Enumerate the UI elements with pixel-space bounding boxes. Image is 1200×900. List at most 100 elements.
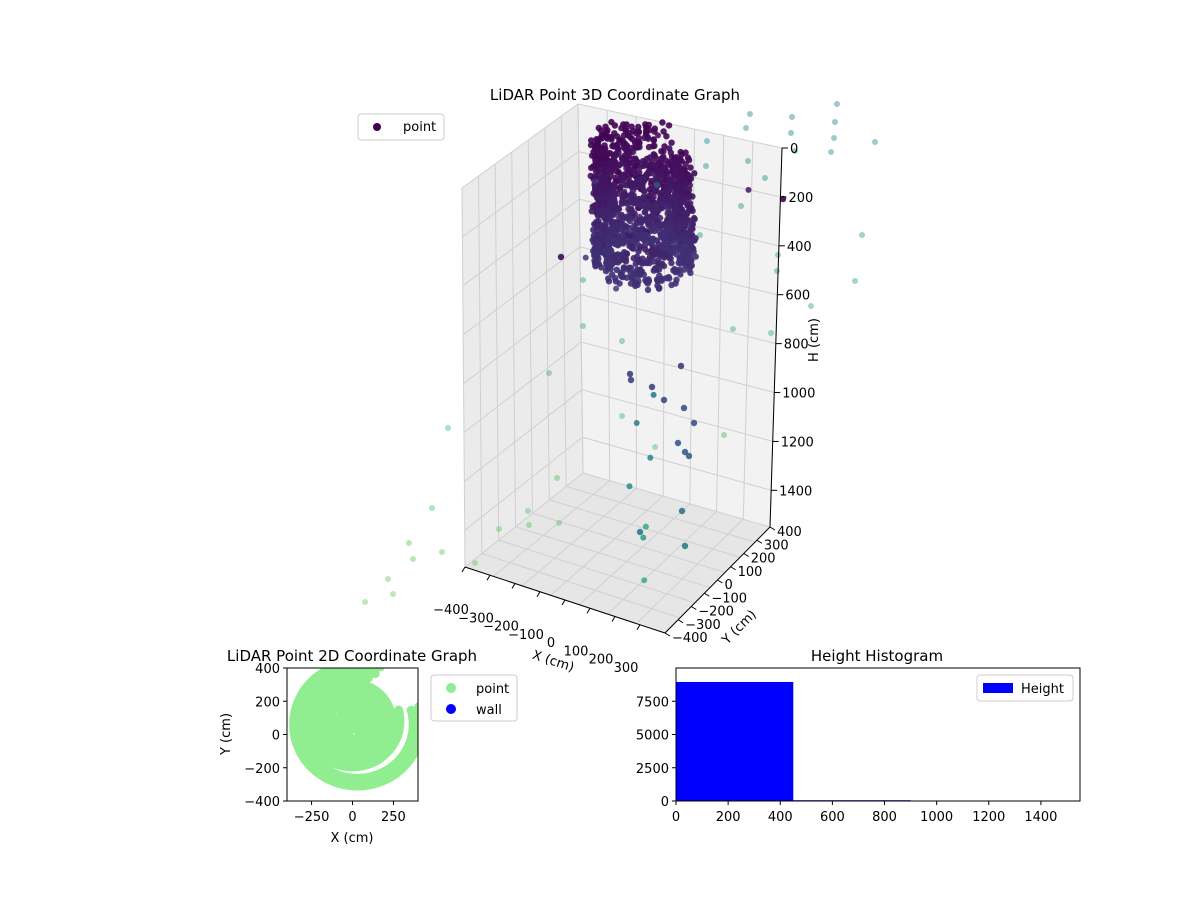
- point-3d: [673, 251, 680, 258]
- point-3d: [616, 280, 623, 287]
- x-tick: [586, 607, 591, 614]
- point-3d: [669, 177, 677, 184]
- point-3d: [390, 591, 396, 597]
- point-3d: [637, 201, 645, 209]
- point-3d: [602, 132, 609, 139]
- point-3d: [633, 280, 640, 287]
- x-tick-label-hist: 1400: [1024, 810, 1057, 825]
- grid-line: [461, 187, 466, 568]
- y-tick-label: −300: [685, 618, 721, 633]
- point-3d: [686, 252, 694, 260]
- point-2d: [406, 705, 416, 715]
- point-3d: [594, 185, 602, 192]
- point-3d: [556, 520, 562, 526]
- point-3d: [852, 278, 858, 284]
- point-3d: [627, 264, 635, 271]
- point-3d: [606, 172, 614, 179]
- legend-3d: point: [357, 113, 445, 141]
- histogram-chart: Height Histogram 0 200 400 600 800 1000 1200 14…: [636, 647, 1081, 825]
- point-3d: [619, 255, 626, 262]
- point-3d: [636, 164, 644, 171]
- x-tick-label-2d: 250: [381, 810, 406, 825]
- point-2d: [321, 711, 331, 721]
- point-3d: [593, 194, 601, 202]
- point-3d: [677, 271, 684, 278]
- point-3d: [601, 183, 608, 190]
- grid-line: [515, 526, 711, 589]
- point-3d: [663, 157, 670, 165]
- point-3d: [683, 210, 691, 218]
- point-2d: [356, 728, 365, 738]
- z-tick-label: 400: [787, 240, 812, 255]
- point-3d: [362, 599, 368, 605]
- point-3d: [605, 160, 613, 167]
- grid-line: [742, 141, 754, 520]
- grid-line: [578, 503, 691, 606]
- y-tick-label: −400: [672, 631, 708, 646]
- point-3d: [670, 233, 677, 240]
- grid-line: [577, 103, 783, 149]
- point-2d: [368, 702, 378, 711]
- y-tick-label: 0: [725, 578, 733, 593]
- point-3d: [651, 265, 658, 273]
- x-tick-label-2d: −250: [294, 810, 330, 825]
- point-3d: [613, 285, 620, 292]
- point-3d: [658, 261, 666, 268]
- grid-line: [527, 139, 533, 514]
- point-3d: [608, 271, 616, 278]
- point-3d: [730, 326, 736, 332]
- point-3d: [645, 136, 652, 142]
- point-3d: [859, 232, 865, 238]
- hist-bars: [676, 681, 1080, 801]
- x-tick-label-2d: 0: [348, 810, 356, 825]
- point-3d: [633, 420, 640, 426]
- point-2d: [318, 731, 328, 741]
- point-3d: [650, 137, 658, 144]
- grid-line: [462, 246, 581, 336]
- point-3d: [872, 139, 878, 145]
- point-3d: [664, 244, 671, 252]
- x-tick-label: 300: [614, 661, 639, 676]
- grid-line: [462, 198, 580, 287]
- point-3d: [667, 255, 674, 262]
- point-3d: [645, 121, 653, 129]
- grid-line: [581, 341, 775, 393]
- point-2d: [312, 718, 321, 728]
- grid-line: [493, 480, 611, 577]
- z-tick-label: 0: [790, 142, 798, 157]
- point-3d: [637, 196, 644, 203]
- point-3d: [647, 169, 655, 177]
- point-3d: [445, 425, 451, 431]
- grid-line: [498, 539, 696, 604]
- point-3d: [674, 439, 682, 447]
- point-3d: [668, 139, 675, 146]
- legend-hist-box: [976, 674, 1074, 702]
- point-3d: [704, 138, 710, 144]
- point-3d: [472, 560, 478, 566]
- grid-line: [464, 389, 583, 482]
- point-3d: [774, 268, 780, 274]
- point-3d: [598, 191, 605, 199]
- points-3d: [362, 101, 878, 605]
- point-3d: [651, 142, 658, 149]
- point-3d: [594, 212, 602, 220]
- point-3d: [685, 452, 693, 460]
- point-3d: [640, 236, 648, 244]
- point-3d: [591, 173, 598, 180]
- point-3d: [631, 197, 639, 204]
- y-tick: [677, 619, 684, 624]
- point-3d: [832, 119, 838, 125]
- point-3d: [645, 143, 653, 151]
- x-tick-label: 200: [589, 653, 614, 668]
- point-3d: [640, 534, 647, 541]
- point-3d: [406, 540, 412, 546]
- point-3d: [630, 245, 637, 252]
- z-tick-label: 1400: [779, 484, 812, 499]
- grid-line: [544, 127, 550, 500]
- grid-line: [521, 488, 637, 587]
- y-tick-label: 200: [751, 552, 776, 567]
- point-3d: [640, 271, 647, 278]
- y-tick-label: −100: [711, 591, 747, 606]
